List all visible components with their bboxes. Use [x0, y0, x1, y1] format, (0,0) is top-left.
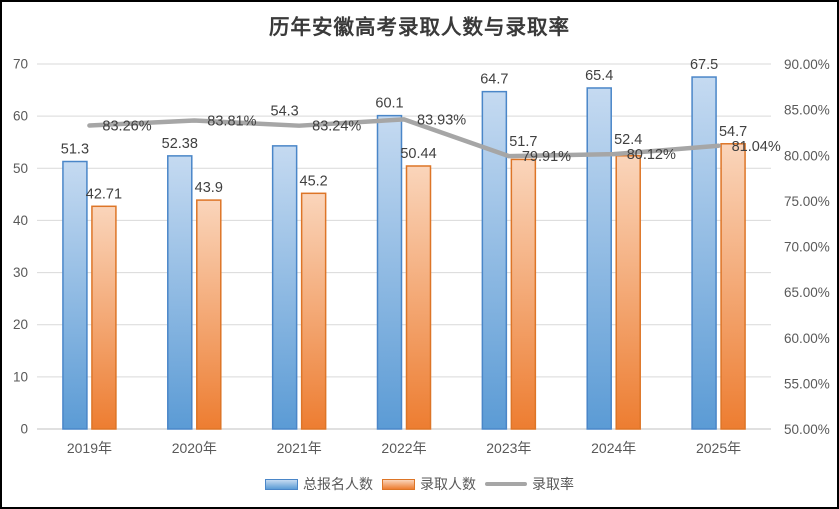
chart-title: 历年安徽高考录取人数与录取率	[269, 16, 570, 39]
legend-swatch-admitted	[382, 478, 415, 490]
bar-admitted-2025年	[720, 143, 746, 430]
right-axis-tick-label: 85.00%	[784, 103, 830, 118]
admission-rate-point-label: 83.26%	[102, 119, 151, 135]
bar-value-label-total: 65.4	[585, 68, 613, 84]
bar-value-label-total: 67.5	[690, 57, 718, 73]
bar-value-label-admitted: 45.2	[300, 173, 328, 189]
x-axis-category-label: 2020年	[172, 440, 217, 456]
admission-rate-line	[87, 117, 721, 159]
right-axis-tick-label: 65.00%	[784, 285, 830, 300]
legend-item-admission-rate: 录取率	[485, 474, 574, 494]
bar-total-applicants-2019年	[62, 160, 88, 430]
bar-value-label-admitted: 54.7	[719, 124, 747, 140]
bar-total-applicants-2022年	[376, 114, 403, 430]
admission-rate-point-label: 80.12%	[627, 147, 676, 163]
y-axis-tick-label: 70	[13, 57, 28, 72]
admission-rate-point-label: 83.24%	[312, 119, 361, 135]
admission-rate-point-label: 79.91%	[522, 149, 571, 165]
y-axis-tick-label: 60	[13, 109, 28, 124]
legend-label-admitted: 录取人数	[420, 476, 476, 492]
bar-total-applicants-2025年	[691, 76, 717, 430]
legend-swatch-admission-rate	[485, 482, 527, 486]
bar-value-label-total: 52.38	[162, 136, 198, 152]
bar-admitted-2019年	[91, 205, 117, 430]
legend-label-total-applicants: 总报名人数	[303, 476, 373, 492]
x-axis-category-label: 2019年	[67, 440, 112, 456]
legend-item-admitted: 录取人数	[382, 474, 476, 494]
y-axis-tick-label: 20	[13, 317, 28, 332]
right-axis-tick-label: 90.00%	[784, 57, 830, 72]
bar-total-applicants-2024年	[586, 87, 612, 430]
right-axis-tick-label: 70.00%	[784, 240, 830, 255]
y-axis-tick-label: 40	[13, 213, 28, 228]
right-axis-tick-label: 50.00%	[784, 422, 830, 437]
x-axis-category-label: 2022年	[381, 440, 426, 456]
right-axis-tick-label: 75.00%	[784, 194, 830, 209]
bar-value-label-admitted: 52.4	[614, 132, 642, 148]
bar-value-label-admitted: 51.7	[509, 134, 537, 150]
bar-total-applicants-2023年	[481, 90, 508, 430]
legend-item-total-applicants: 总报名人数	[265, 474, 373, 494]
x-axis-category-label: 2025年	[696, 440, 741, 456]
legend-label-admission-rate: 录取率	[532, 476, 574, 492]
bar-total-applicants-2020年	[167, 155, 193, 430]
right-axis-tick-label: 55.00%	[784, 376, 830, 391]
x-axis-category-label: 2021年	[277, 440, 322, 456]
bar-admitted-2022年	[405, 165, 432, 430]
bar-value-label-total: 51.3	[61, 142, 89, 158]
bar-value-label-admitted: 50.44	[400, 146, 436, 162]
bar-admitted-2024年	[615, 155, 641, 430]
x-axis-category-label: 2024年	[591, 440, 636, 456]
bar-total-applicants-2021年	[271, 145, 298, 430]
bar-value-label-total: 64.7	[480, 72, 508, 88]
bar-value-label-total: 60.1	[375, 96, 403, 112]
y-axis-tick-label: 10	[13, 369, 28, 384]
bar-value-label-admitted: 43.9	[195, 180, 223, 196]
admission-rate-point-label: 81.04%	[732, 139, 781, 155]
right-axis-tick-label: 80.00%	[784, 148, 830, 163]
right-axis-tick-label: 60.00%	[784, 331, 830, 346]
bar-admitted-2020年	[196, 199, 222, 430]
x-axis-category-label: 2023年	[486, 440, 531, 456]
legend: 总报名人数 录取人数 录取率	[0, 471, 839, 497]
y-axis-tick-label: 30	[13, 265, 28, 280]
admission-rate-point-label: 83.81%	[207, 113, 256, 129]
legend-swatch-total-applicants	[265, 478, 298, 490]
bar-admitted-2023年	[510, 158, 537, 430]
y-axis-tick-label: 50	[13, 161, 28, 176]
y-axis-tick-label: 0	[20, 422, 28, 437]
bar-value-label-total: 54.3	[271, 104, 299, 120]
bar-value-label-admitted: 42.71	[86, 186, 122, 202]
bar-admitted-2021年	[300, 192, 327, 430]
admission-rate-point-label: 83.93%	[417, 112, 466, 128]
